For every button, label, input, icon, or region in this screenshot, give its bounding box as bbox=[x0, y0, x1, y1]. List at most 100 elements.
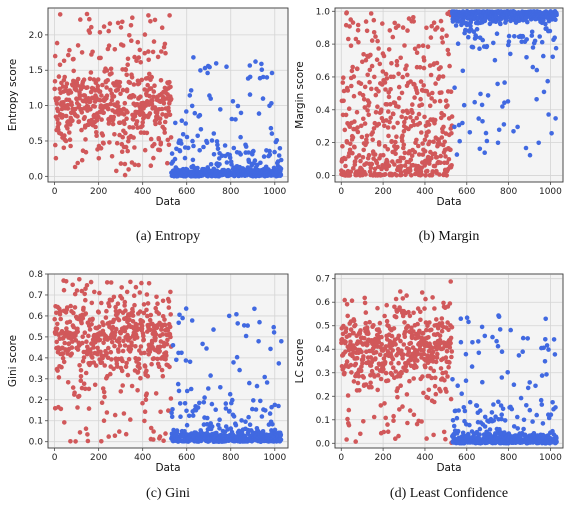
data-point bbox=[431, 368, 437, 374]
data-point bbox=[127, 80, 133, 85]
data-point bbox=[463, 351, 469, 357]
data-point bbox=[213, 407, 218, 413]
data-point bbox=[482, 150, 488, 155]
data-point bbox=[129, 38, 134, 43]
data-point bbox=[178, 414, 183, 420]
data-point bbox=[231, 414, 237, 419]
data-point bbox=[508, 327, 513, 333]
data-point bbox=[509, 406, 515, 412]
data-point bbox=[128, 279, 133, 285]
data-point bbox=[396, 104, 401, 110]
data-point bbox=[381, 152, 386, 158]
data-point bbox=[362, 84, 368, 90]
data-point bbox=[439, 135, 445, 140]
data-point bbox=[252, 158, 258, 163]
data-point bbox=[542, 359, 548, 364]
data-point bbox=[384, 166, 389, 172]
data-point bbox=[76, 102, 82, 108]
data-point bbox=[217, 426, 222, 431]
data-point bbox=[215, 142, 220, 148]
data-point bbox=[107, 140, 112, 145]
data-point bbox=[86, 406, 92, 411]
data-point bbox=[55, 321, 60, 327]
data-point bbox=[449, 325, 455, 330]
data-point bbox=[175, 381, 181, 387]
data-point bbox=[154, 110, 160, 116]
data-point bbox=[422, 114, 427, 120]
data-point bbox=[371, 17, 377, 23]
data-point bbox=[92, 114, 97, 120]
data-point bbox=[123, 308, 128, 313]
data-point bbox=[164, 353, 169, 358]
data-point bbox=[208, 373, 213, 378]
data-point bbox=[99, 93, 104, 98]
data-point bbox=[172, 156, 178, 162]
data-point bbox=[369, 384, 374, 390]
data-point bbox=[183, 358, 189, 363]
data-point bbox=[247, 74, 253, 80]
data-point bbox=[160, 332, 165, 337]
data-point bbox=[192, 110, 198, 116]
data-point bbox=[352, 119, 357, 124]
data-point bbox=[376, 142, 382, 147]
data-point bbox=[83, 370, 89, 376]
data-point bbox=[449, 114, 455, 119]
data-point bbox=[404, 293, 409, 298]
data-point bbox=[362, 335, 367, 341]
data-point bbox=[76, 393, 82, 399]
data-point bbox=[360, 361, 365, 366]
data-point bbox=[151, 429, 156, 434]
data-point bbox=[376, 89, 381, 94]
data-point bbox=[395, 120, 400, 126]
data-point bbox=[421, 58, 427, 63]
data-point bbox=[441, 300, 446, 306]
data-point bbox=[357, 388, 362, 393]
data-point bbox=[341, 75, 346, 80]
data-point bbox=[256, 111, 262, 116]
data-point bbox=[533, 383, 538, 389]
data-point bbox=[394, 173, 399, 178]
data-point bbox=[387, 119, 392, 125]
data-point bbox=[76, 119, 82, 124]
data-point bbox=[419, 172, 424, 177]
data-point bbox=[267, 148, 272, 154]
data-point bbox=[448, 147, 453, 153]
data-point bbox=[402, 320, 407, 325]
y-axis-label: Entropy score bbox=[7, 59, 19, 131]
data-point bbox=[214, 139, 220, 144]
data-point bbox=[489, 410, 495, 415]
data-point bbox=[459, 391, 465, 397]
data-point bbox=[162, 130, 167, 135]
data-point bbox=[205, 415, 210, 421]
data-point bbox=[532, 38, 538, 44]
data-point bbox=[391, 413, 396, 419]
data-point bbox=[467, 399, 473, 405]
data-point bbox=[548, 412, 554, 418]
data-point bbox=[495, 343, 501, 349]
data-point bbox=[346, 106, 352, 111]
data-point bbox=[101, 418, 107, 424]
data-point bbox=[422, 137, 428, 143]
data-point bbox=[474, 26, 480, 32]
x-tick-label: 1000 bbox=[539, 187, 562, 197]
y-tick-label: 0.3 bbox=[29, 375, 43, 385]
data-point bbox=[344, 302, 350, 307]
data-point bbox=[402, 163, 408, 168]
data-point bbox=[98, 349, 103, 355]
data-point bbox=[169, 414, 175, 420]
data-point bbox=[96, 114, 101, 120]
data-point bbox=[445, 103, 450, 108]
data-point bbox=[543, 21, 548, 27]
data-point bbox=[539, 373, 545, 378]
data-point bbox=[385, 125, 391, 130]
x-tick-label: 0 bbox=[338, 453, 344, 463]
data-point bbox=[124, 116, 129, 121]
data-point bbox=[279, 339, 284, 344]
data-point bbox=[355, 380, 361, 386]
data-point bbox=[519, 39, 524, 44]
data-point bbox=[211, 131, 217, 136]
data-point bbox=[408, 79, 413, 84]
data-point bbox=[358, 431, 363, 437]
x-tick-label: 1000 bbox=[539, 453, 562, 463]
data-point bbox=[346, 407, 352, 413]
